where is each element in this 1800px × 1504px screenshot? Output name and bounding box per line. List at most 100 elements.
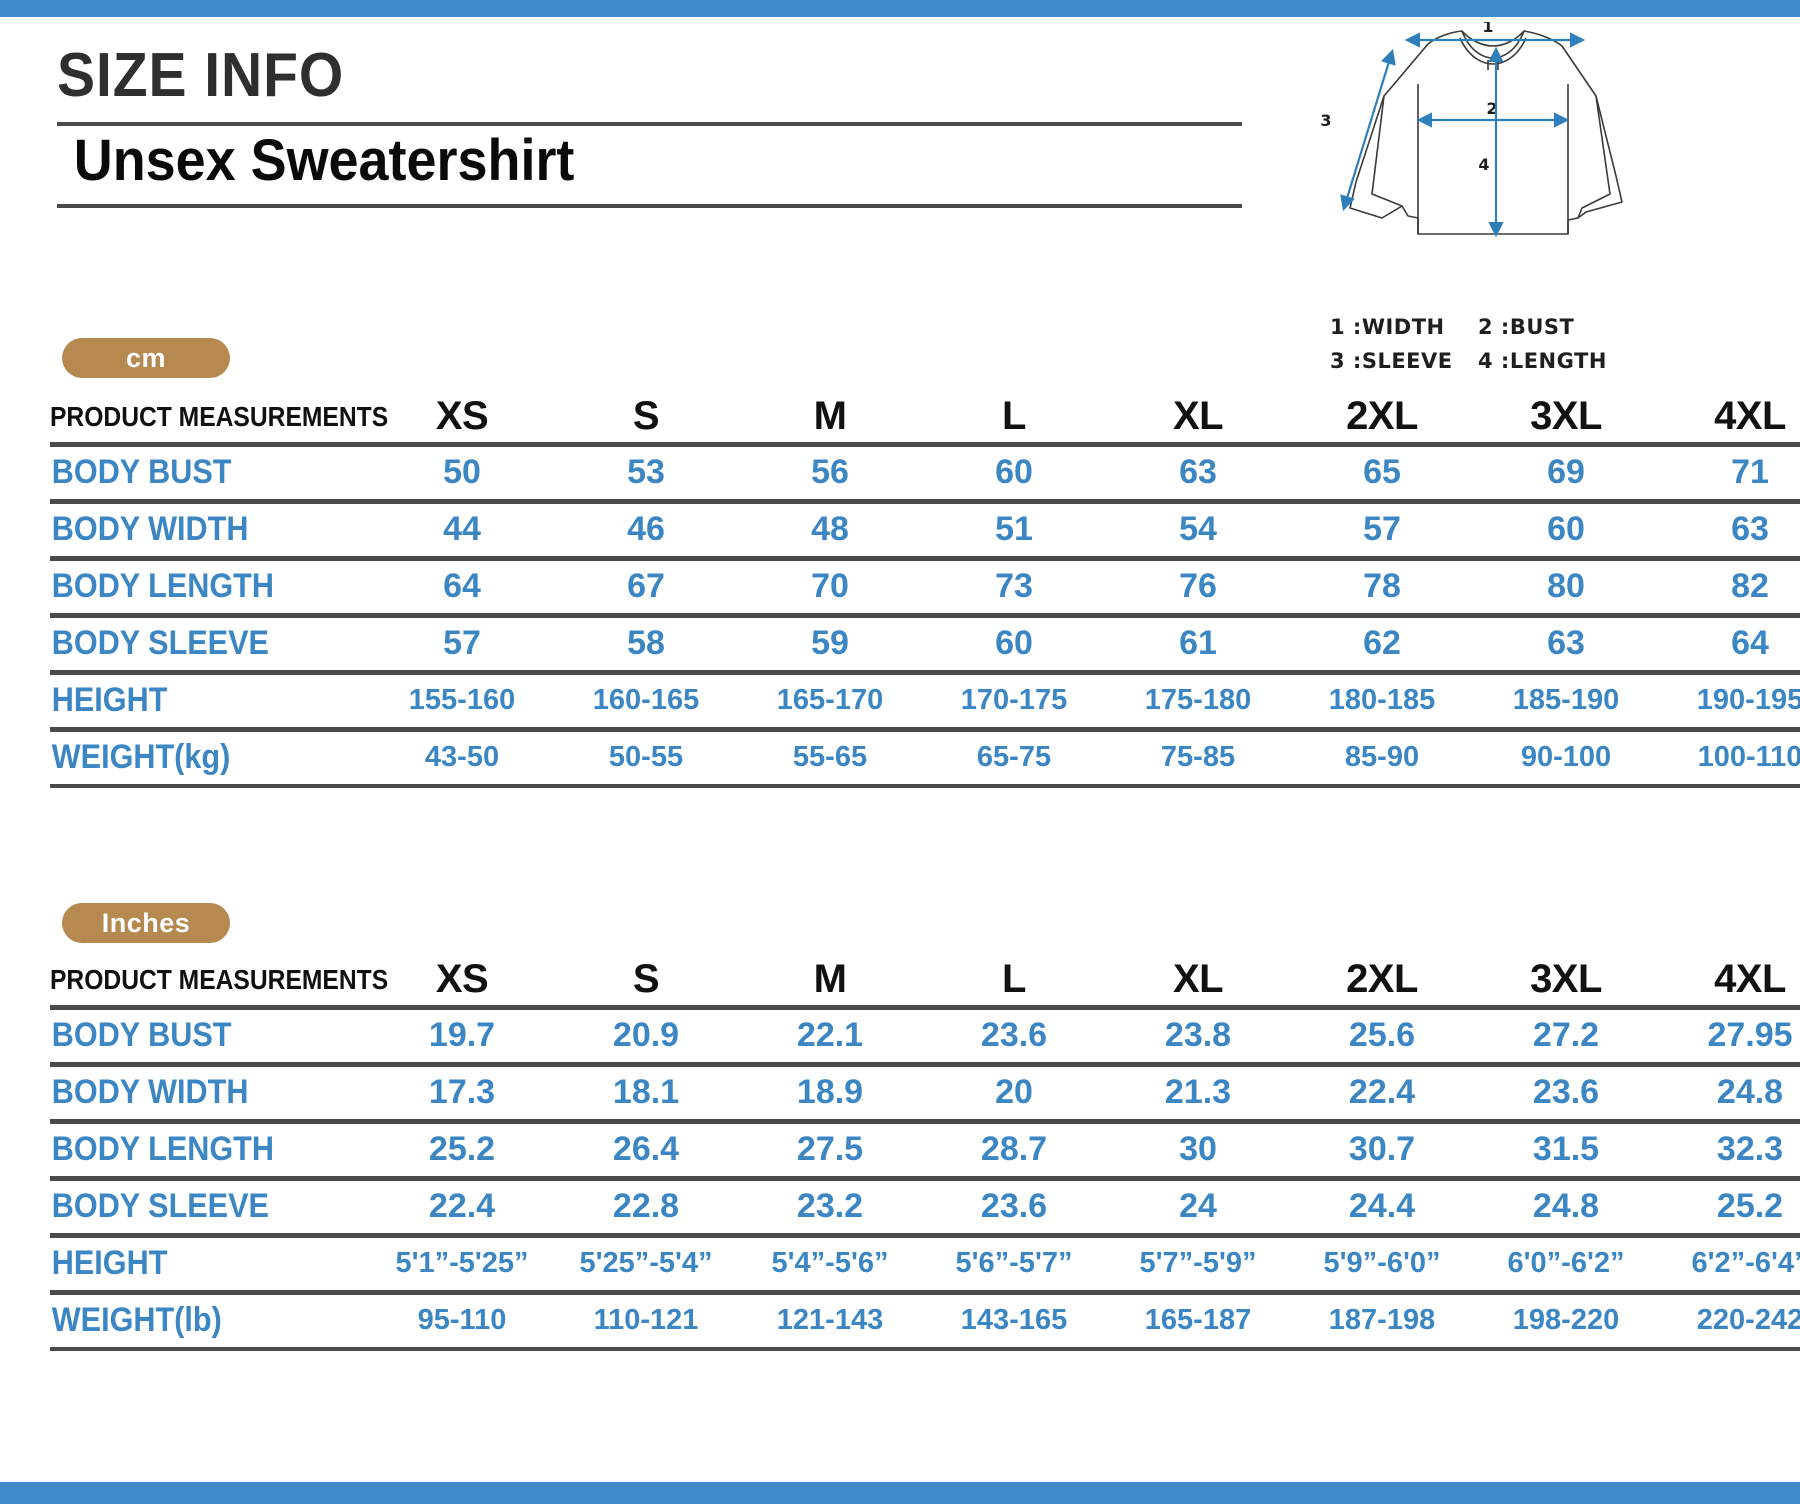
measurement-cell: 110-121: [554, 1292, 738, 1351]
product-subtitle: Unsex Sweatershirt: [73, 128, 575, 193]
measurement-cell: 90-100: [1474, 729, 1658, 788]
measurement-cell: 143-165: [922, 1292, 1106, 1351]
measurement-cell: 100-110: [1658, 729, 1800, 788]
measurement-cell: 61: [1106, 615, 1290, 675]
column-header-m: M: [738, 392, 922, 447]
title-divider: [57, 122, 1242, 126]
row-label: HEIGHT: [50, 672, 338, 732]
measurement-cell: 24: [1106, 1178, 1290, 1238]
measurement-cell: 30: [1106, 1121, 1290, 1181]
table-row: BODY WIDTH 44 46 48 51 54 57 60 63: [50, 501, 1800, 561]
measurement-cell: 23.6: [1474, 1064, 1658, 1124]
column-header-s: S: [554, 955, 738, 1010]
unit-badge-inches: Inches: [62, 903, 230, 943]
legend-row: 1 :WIDTH 2 :BUST: [1330, 310, 1660, 344]
row-label: WEIGHT(kg): [50, 729, 338, 788]
row-label: BODY BUST: [50, 444, 338, 504]
measurement-cell: 25.2: [1658, 1178, 1800, 1238]
column-header-s: S: [554, 392, 738, 447]
column-header-measurements: PRODUCT MEASUREMENTS: [50, 392, 388, 447]
measurement-cell: 22.1: [738, 1007, 922, 1067]
measurement-cell: 23.6: [922, 1007, 1106, 1067]
column-header-xs: XS: [370, 955, 554, 1010]
garment-diagram: 1 2 3 4: [1310, 17, 1640, 270]
table-row: WEIGHT(lb) 95-110 110-121 121-143 143-165 165…: [50, 1292, 1800, 1351]
measurement-cell: 6'2”-6'4”: [1658, 1235, 1800, 1295]
measurement-cell: 64: [370, 558, 554, 618]
measurement-cell: 75-85: [1106, 729, 1290, 788]
measurement-cell: 20: [922, 1064, 1106, 1124]
measurement-cell: 85-90: [1290, 729, 1474, 788]
measurement-cell: 27.2: [1474, 1007, 1658, 1067]
measurement-cell: 27.95: [1658, 1007, 1800, 1067]
column-header-xl: XL: [1106, 955, 1290, 1010]
measurement-cell: 60: [922, 444, 1106, 504]
table-row: BODY SLEEVE 22.4 22.8 23.2 23.6 24 24.4 24.8 25.…: [50, 1178, 1800, 1238]
measurement-cell: 5'1”-5'25”: [370, 1235, 554, 1295]
legend-width: 1 :WIDTH: [1330, 315, 1445, 339]
size-table-cm: PRODUCT MEASUREMENTS XS S M L XL 2XL 3XL…: [50, 392, 1800, 788]
measurement-cell: 24.8: [1474, 1178, 1658, 1238]
measurement-cell: 51: [922, 501, 1106, 561]
measurement-cell: 220-242: [1658, 1292, 1800, 1351]
measurement-cell: 165-170: [738, 672, 922, 732]
measurement-cell: 63: [1474, 615, 1658, 675]
measurement-cell: 170-175: [922, 672, 1106, 732]
column-header-3xl: 3XL: [1474, 392, 1658, 447]
measurement-cell: 57: [1290, 501, 1474, 561]
measurement-cell: 63: [1658, 501, 1800, 561]
table-row: BODY WIDTH 17.3 18.1 18.9 20 21.3 22.4 23.6 24.8: [50, 1064, 1800, 1124]
measurement-cell: 80: [1474, 558, 1658, 618]
measurement-cell: 54: [1106, 501, 1290, 561]
measurement-cell: 5'6”-5'7”: [922, 1235, 1106, 1295]
measurement-cell: 6'0”-6'2”: [1474, 1235, 1658, 1295]
measurement-cell: 73: [922, 558, 1106, 618]
row-label: WEIGHT(lb): [50, 1292, 338, 1351]
measurement-cell: 22.8: [554, 1178, 738, 1238]
measurement-cell: 31.5: [1474, 1121, 1658, 1181]
measurement-cell: 43-50: [370, 729, 554, 788]
table-row: BODY BUST 19.7 20.9 22.1 23.6 23.8 25.6 27.2 27.…: [50, 1007, 1800, 1067]
row-label: BODY LENGTH: [50, 1121, 338, 1181]
measurement-cell: 50: [370, 444, 554, 504]
table-body: BODY BUST 50 53 56 60 63 65 69 71 BODY WIDTH 44 46 4…: [50, 444, 1800, 788]
measurement-cell: 5'4”-5'6”: [738, 1235, 922, 1295]
diagram-legend: 1 :WIDTH 2 :BUST 3 :SLEEVE 4 :LENGTH: [1330, 310, 1660, 378]
measurement-cell: 25.2: [370, 1121, 554, 1181]
measurement-cell: 198-220: [1474, 1292, 1658, 1351]
table-row: BODY LENGTH 25.2 26.4 27.5 28.7 30 30.7 31.5 32.…: [50, 1121, 1800, 1181]
unit-badge-cm: cm: [62, 338, 230, 378]
measurement-cell: 22.4: [370, 1178, 554, 1238]
top-blue-rail: [0, 0, 1800, 17]
table-row: BODY BUST 50 53 56 60 63 65 69 71: [50, 444, 1800, 504]
measurement-cell: 71: [1658, 444, 1800, 504]
measurement-cell: 185-190: [1474, 672, 1658, 732]
measurement-cell: 55-65: [738, 729, 922, 788]
legend-bust: 2 :BUST: [1478, 315, 1575, 339]
measurement-cell: 59: [738, 615, 922, 675]
sweatshirt-illustration: 1 2 3 4: [1320, 17, 1623, 238]
column-header-2xl: 2XL: [1290, 955, 1474, 1010]
measurement-cell: 187-198: [1290, 1292, 1474, 1351]
svg-text:3: 3: [1320, 111, 1331, 130]
measurement-cell: 5'9”-6'0”: [1290, 1235, 1474, 1295]
row-label: BODY BUST: [50, 1007, 338, 1067]
column-header-xl: XL: [1106, 392, 1290, 447]
measurement-cell: 26.4: [554, 1121, 738, 1181]
column-header-4xl: 4XL: [1658, 392, 1800, 447]
row-label: BODY WIDTH: [50, 1064, 338, 1124]
measurement-cell: 121-143: [738, 1292, 922, 1351]
column-header-m: M: [738, 955, 922, 1010]
measurement-cell: 25.6: [1290, 1007, 1474, 1067]
measurement-cell: 76: [1106, 558, 1290, 618]
measurement-cell: 5'25”-5'4”: [554, 1235, 738, 1295]
table-row: BODY SLEEVE 57 58 59 60 61 62 63 64: [50, 615, 1800, 675]
measurement-cell: 65-75: [922, 729, 1106, 788]
measurement-cell: 46: [554, 501, 738, 561]
measurement-cell: 190-195: [1658, 672, 1800, 732]
column-header-3xl: 3XL: [1474, 955, 1658, 1010]
table-row: HEIGHT 155-160 160-165 165-170 170-175 175-18…: [50, 672, 1800, 732]
measurement-cell: 17.3: [370, 1064, 554, 1124]
header-block: SIZE INFO Unsex Sweatershirt: [57, 44, 1242, 208]
measurement-cell: 175-180: [1106, 672, 1290, 732]
